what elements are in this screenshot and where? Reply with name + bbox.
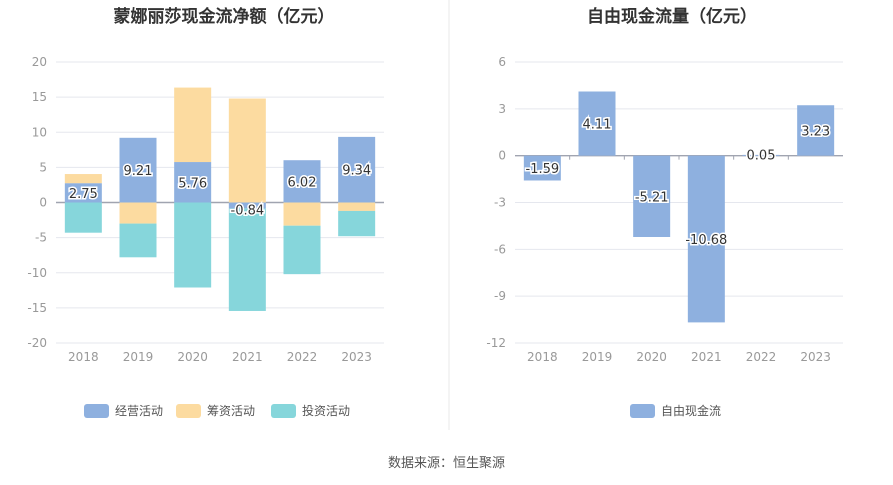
chart1-bar-investing — [174, 202, 212, 288]
chart2-data-label: -10.68 — [685, 233, 727, 248]
chart1-xtick-label: 2021 — [232, 350, 263, 364]
chart2-bar — [523, 155, 561, 181]
chart1-title: 蒙娜丽莎现金流净额（亿元） — [114, 6, 335, 27]
chart1-ytick-label: -15 — [27, 301, 47, 315]
chart1-legend-label: 经营活动 — [115, 404, 163, 418]
chart1-bar-investing — [228, 208, 266, 311]
chart1-xtick-label: 2019 — [123, 350, 154, 364]
chart2-ytick-label: -3 — [494, 196, 506, 210]
chart2-bar — [742, 154, 780, 156]
chart1-legend-label: 筹资活动 — [207, 404, 255, 418]
chart2-data-label: 3.23 — [801, 124, 830, 139]
chart2-data-label: -1.59 — [526, 162, 560, 177]
chart1-data-label: 2.75 — [69, 187, 98, 202]
chart1-bar-financing — [283, 202, 321, 226]
chart1-xtick-label: 2018 — [68, 350, 99, 364]
chart1-bar-investing — [119, 223, 157, 258]
chart2-data-label: 4.11 — [583, 118, 612, 133]
chart2-legend-label: 自由现金流 — [661, 403, 721, 418]
chart1-ytick-label: 20 — [32, 55, 47, 69]
chart2-title: 自由现金流量（亿元） — [587, 6, 757, 27]
chart2-xtick-label: 2021 — [691, 350, 722, 364]
chart1-bar-operating — [228, 202, 266, 209]
chart1-bar-investing — [283, 225, 321, 275]
chart1-xtick-label: 2023 — [341, 350, 372, 364]
chart2-xtick-label: 2019 — [582, 350, 613, 364]
chart1-bar-financing — [228, 98, 266, 203]
chart1-xtick-label: 2022 — [287, 350, 318, 364]
chart1-bar-financing — [64, 174, 102, 184]
chart2-bar — [687, 155, 725, 323]
chart2-xtick-label: 2020 — [636, 350, 667, 364]
chart2-ytick-label: 3 — [498, 102, 506, 116]
chart2-data-label: -5.21 — [635, 190, 669, 205]
chart1-ytick-label: 5 — [39, 160, 47, 174]
chart1-ytick-label: -5 — [35, 231, 47, 245]
chart1-ytick-label: 0 — [39, 196, 47, 210]
chart1-bar-operating — [119, 137, 157, 203]
chart1-bar-investing — [338, 210, 376, 237]
chart2-xtick-label: 2018 — [527, 350, 558, 364]
chart2-ytick-label: -6 — [494, 242, 506, 256]
chart1-legend-swatch — [84, 404, 109, 418]
chart1-ytick-label: 15 — [32, 90, 47, 104]
chart1-data-label: 9.21 — [124, 164, 153, 179]
chart2-ytick-label: 0 — [498, 149, 506, 163]
chart1-bar-operating — [64, 183, 102, 203]
chart1-ytick-label: 10 — [32, 125, 47, 139]
chart1-bar-financing — [174, 87, 212, 163]
chart1-ytick-label: -20 — [27, 336, 47, 350]
chart2-xtick-label: 2023 — [800, 350, 831, 364]
chart2-ytick-label: 6 — [498, 55, 506, 69]
chart2-bar — [797, 105, 835, 156]
chart1-bar-financing — [119, 202, 157, 224]
chart1-data-label: 5.76 — [178, 176, 207, 191]
chart2-xtick-label: 2022 — [746, 350, 777, 364]
chart1-legend-swatch — [176, 404, 201, 418]
chart2-ytick-label: -12 — [486, 336, 506, 350]
chart1-data-label: 6.02 — [288, 175, 317, 190]
chart2-ytick-label: -9 — [494, 289, 506, 303]
chart1-bar-financing — [338, 202, 376, 211]
chart1-bar-investing — [64, 202, 102, 233]
chart2-bar — [633, 155, 671, 238]
chart1-bar-operating — [283, 160, 321, 203]
chart1-ytick-label: -10 — [27, 266, 47, 280]
chart2-data-label: 0.05 — [747, 149, 776, 164]
chart1-bar-operating — [174, 162, 212, 203]
chart1-data-label: -0.84 — [231, 203, 265, 218]
chart1-data-label: 9.34 — [342, 164, 371, 179]
chart1-xtick-label: 2020 — [177, 350, 208, 364]
chart2-legend-swatch — [630, 404, 655, 418]
chart1-bar-operating — [338, 136, 376, 203]
source-note: 数据来源：恒生聚源 — [387, 456, 505, 471]
chart1-legend-label: 投资活动 — [302, 403, 350, 418]
chart2-bar — [578, 91, 616, 156]
chart1-legend-swatch — [271, 404, 296, 418]
